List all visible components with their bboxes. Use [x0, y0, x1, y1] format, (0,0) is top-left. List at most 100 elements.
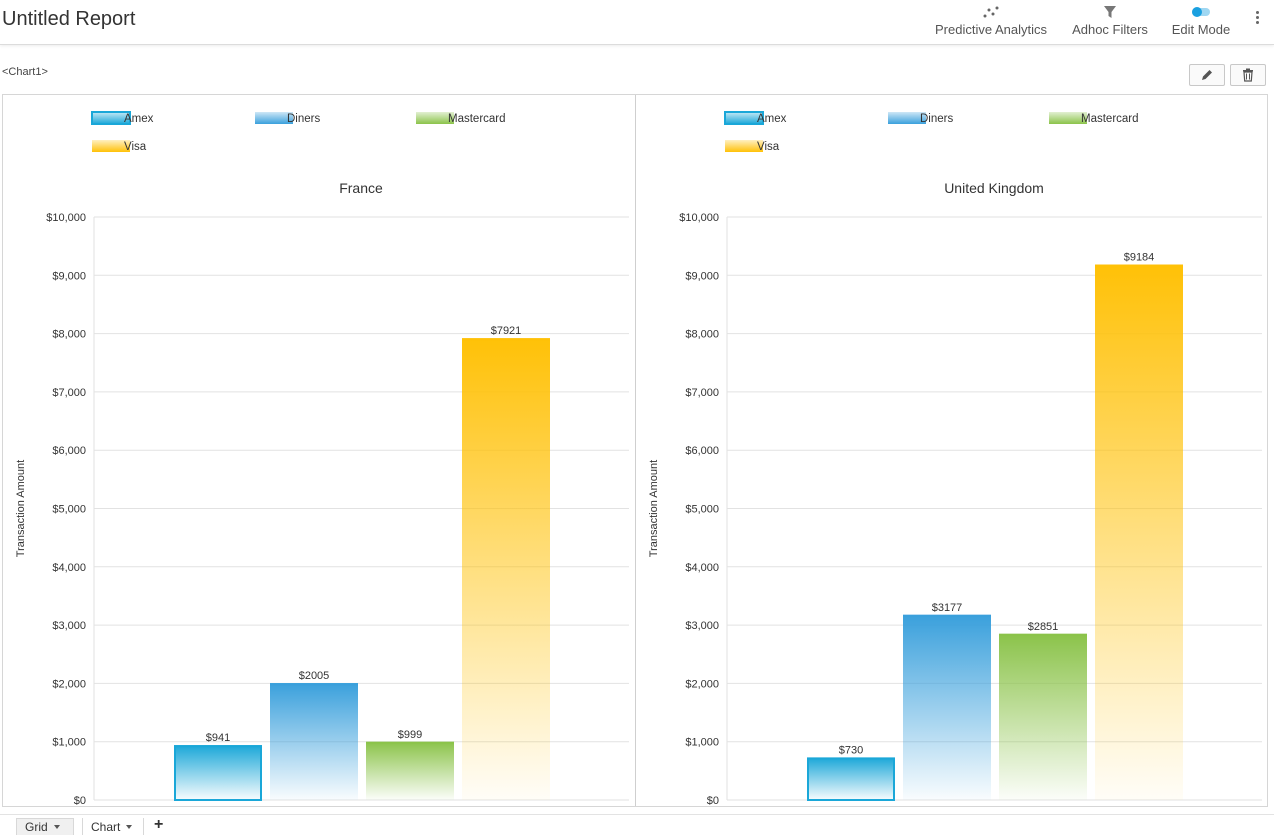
bar-diners	[903, 614, 991, 800]
tab-chart[interactable]: Chart	[82, 818, 144, 835]
edit-chart-button[interactable]	[1189, 64, 1225, 86]
y-tick-label: $4,000	[685, 562, 719, 574]
y-tick-label: $5,000	[52, 504, 86, 516]
bar-value-label-visa: $7921	[491, 325, 522, 337]
y-tick-label: $10,000	[46, 212, 86, 224]
bar-top-visa	[462, 338, 550, 341]
bar-chart-united-kingdom: Amex Diners Mastercard Visa United Kingdom $0…	[648, 111, 1262, 806]
y-tick-label: $1,000	[685, 737, 719, 749]
bar-value-label-amex: $730	[839, 744, 863, 756]
bar-outline-amex	[174, 745, 262, 802]
legend-item-diners[interactable]: Diners	[888, 112, 953, 125]
bar-top-mastercard	[366, 741, 454, 744]
predictive-analytics-icon	[930, 3, 1052, 21]
bar-value-label-diners: $3177	[932, 602, 963, 614]
y-tick-label: $6,000	[685, 445, 719, 457]
tab-grid[interactable]: Grid	[16, 818, 74, 835]
bar-value-label-mastercard: $999	[398, 729, 422, 741]
bar-amex	[174, 745, 262, 800]
legend-swatch-mastercard	[416, 112, 454, 124]
y-tick-label: $9,000	[685, 270, 719, 282]
bar-value-label-amex: $941	[206, 732, 230, 744]
bar-value-label-mastercard: $2851	[1028, 621, 1059, 633]
filter-icon	[1068, 3, 1152, 21]
tab-chart-label: Chart	[91, 819, 121, 834]
legend-label-mastercard: Mastercard	[448, 113, 506, 125]
legend-item-diners[interactable]: Diners	[255, 112, 320, 125]
y-tick-label: $1,000	[52, 737, 86, 749]
bar-visa	[1095, 264, 1183, 800]
bar-value-label-diners: $2005	[299, 670, 330, 682]
chevron-down-icon	[126, 824, 133, 829]
y-tick-label: $6,000	[52, 445, 86, 457]
legend-label-diners: Diners	[920, 113, 953, 125]
y-tick-label: $0	[74, 795, 86, 806]
bar-top-diners	[903, 614, 991, 617]
legend-swatch-amex	[91, 111, 131, 125]
y-tick-label: $3,000	[52, 620, 86, 632]
y-axis-label: Transaction Amount	[648, 460, 660, 557]
bar-mastercard	[366, 741, 454, 800]
y-tick-label: $2,000	[685, 678, 719, 690]
report-title: Untitled Report	[2, 8, 136, 30]
bar-mastercard	[999, 633, 1087, 800]
legend-label-diners: Diners	[287, 113, 320, 125]
top-bar: Untitled Report Predictive Analytics Adh…	[0, 0, 1274, 45]
legend-item-visa[interactable]: Visa	[725, 140, 780, 153]
legend-label-amex: Amex	[124, 113, 154, 125]
y-tick-label: $8,000	[52, 329, 86, 341]
bar-value-label-visa: $9184	[1124, 252, 1155, 264]
bottom-tab-bar: Grid Chart +	[0, 814, 1274, 835]
more-options-icon[interactable]	[1251, 11, 1263, 29]
legend-label-mastercard: Mastercard	[1081, 113, 1139, 125]
chart-title: France	[339, 180, 383, 196]
legend-swatch-visa	[92, 140, 130, 152]
y-tick-label: $8,000	[685, 329, 719, 341]
chart-panel-uk: Amex Diners Mastercard Visa United Kingdom $0…	[635, 95, 1268, 806]
pencil-icon	[1202, 70, 1212, 80]
bar-outline-amex	[807, 757, 895, 801]
adhoc-filters-button[interactable]: Adhoc Filters	[1068, 3, 1152, 37]
y-tick-label: $7,000	[52, 387, 86, 399]
chart-name-label: <Chart1>	[2, 66, 48, 78]
legend-label-visa: Visa	[124, 141, 147, 153]
legend-swatch-visa	[725, 140, 763, 152]
bar-amex	[807, 757, 895, 800]
bar-chart-france: Amex Diners Mastercard Visa France $0 $1,000 $2…	[15, 111, 629, 806]
y-tick-label: $7,000	[685, 387, 719, 399]
legend-item-mastercard[interactable]: Mastercard	[416, 112, 506, 125]
legend-swatch-diners	[255, 112, 293, 124]
legend-item-amex[interactable]: Amex	[91, 111, 154, 125]
legend-item-mastercard[interactable]: Mastercard	[1049, 112, 1139, 125]
legend-item-visa[interactable]: Visa	[92, 140, 147, 153]
y-tick-label: $4,000	[52, 562, 86, 574]
legend-swatch-amex	[724, 111, 764, 125]
add-tab-button[interactable]: +	[154, 815, 164, 833]
y-tick-label: $10,000	[679, 212, 719, 224]
bar-top-mastercard	[999, 633, 1087, 636]
chart-container: Amex Diners Mastercard Visa France $0 $1,000 $2…	[2, 94, 1268, 807]
edit-mode-label: Edit Mode	[1171, 22, 1231, 37]
y-axis-label: Transaction Amount	[15, 460, 27, 557]
bar-diners	[270, 683, 358, 800]
y-tick-label: $2,000	[52, 678, 86, 690]
adhoc-filters-label: Adhoc Filters	[1072, 22, 1148, 37]
legend-label-visa: Visa	[757, 141, 780, 153]
legend-item-amex[interactable]: Amex	[724, 111, 787, 125]
bar-top-diners	[270, 683, 358, 686]
y-tick-label: $3,000	[685, 620, 719, 632]
bar-top-visa	[1095, 264, 1183, 267]
y-tick-label: $9,000	[52, 270, 86, 282]
legend-label-amex: Amex	[757, 113, 787, 125]
y-tick-label: $5,000	[685, 504, 719, 516]
bar-visa	[462, 338, 550, 800]
predictive-analytics-button[interactable]: Predictive Analytics	[930, 3, 1052, 37]
toggle-icon	[1168, 3, 1234, 21]
edit-mode-toggle[interactable]: Edit Mode	[1168, 3, 1234, 37]
trash-icon	[1243, 68, 1253, 82]
y-tick-label: $0	[707, 795, 719, 806]
chart-panel-france: Amex Diners Mastercard Visa France $0 $1,000 $2…	[3, 95, 634, 806]
tab-grid-label: Grid	[25, 820, 48, 834]
legend-swatch-mastercard	[1049, 112, 1087, 124]
delete-chart-button[interactable]	[1230, 64, 1266, 86]
